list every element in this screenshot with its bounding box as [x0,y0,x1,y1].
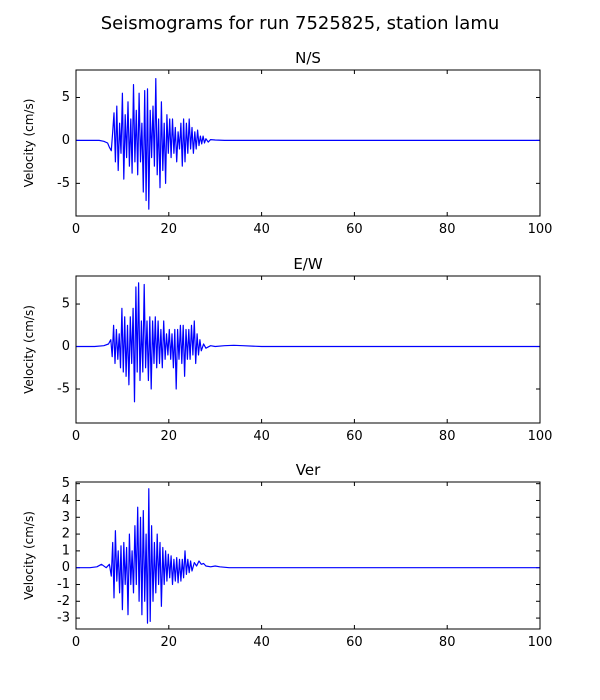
x-tick-label: 0 [72,635,80,650]
x-tick-label: 60 [346,635,363,650]
panel-title-ew: E/W [293,255,323,273]
x-tick-label: 60 [346,429,363,444]
y-tick-label: -3 [57,611,70,626]
y-tick-label: 0 [62,339,70,354]
panel-title-ver: Ver [296,461,321,479]
panel-ver: Ver Velocity (cm/s) 0 20 40 60 80 100 -3 -2 -1 0 12 3… [22,461,552,650]
panel-ew: E/W Velocity (cm/s) 0 20 40 60 80 100 -5 0 5 [22,255,552,444]
x-tick-label: 80 [439,429,456,444]
y-tick-label: 2 [62,527,70,542]
y-tick-label: 4 [62,493,70,508]
y-tick-label: -5 [57,382,70,397]
waveform-line-ns [76,78,540,210]
figure-title: Seismograms for run 7525825, station lam… [101,13,500,34]
y-tick-label: -2 [57,594,70,609]
x-tick-label: 80 [439,635,456,650]
y-tick-label: 0 [62,560,70,575]
x-tick-label: 40 [253,635,270,650]
panel-ns: N/S Velocity (cm/s) 0 20 40 60 80 100 -5 0 5 [22,49,552,237]
y-tick-label: 5 [62,476,70,491]
y-axis-label-ver: Velocity (cm/s) [22,511,36,600]
x-tick-label: 40 [253,429,270,444]
waveform-line-ew [76,282,540,403]
y-axis-label-ew: Velocity (cm/s) [22,305,36,394]
x-tick-label: 20 [161,635,178,650]
x-tick-label: 100 [528,635,553,650]
x-tick-label: 20 [161,222,178,237]
y-tick-label: 0 [62,133,70,148]
y-tick-label: 1 [62,543,70,558]
y-tick-label: 5 [62,297,70,312]
waveform-line-ver [76,488,540,624]
y-axis-label-ns: Velocity (cm/s) [22,99,36,188]
x-tick-label: 40 [253,222,270,237]
axes-frame-ew [75,275,541,424]
axes-frame-ver [75,481,541,630]
panel-title-ns: N/S [295,49,321,67]
y-tick-label: 5 [62,90,70,105]
x-tick-label: 20 [161,429,178,444]
y-tick-label: -1 [57,577,70,592]
x-tick-label: 60 [346,222,363,237]
x-tick-label: 0 [72,429,80,444]
x-tick-label: 100 [528,429,553,444]
y-tick-label: 3 [62,510,70,525]
x-tick-label: 0 [72,222,80,237]
axes-frame-ns [75,69,541,217]
y-tick-label: -5 [57,176,70,191]
x-tick-label: 100 [528,222,553,237]
x-tick-label: 80 [439,222,456,237]
